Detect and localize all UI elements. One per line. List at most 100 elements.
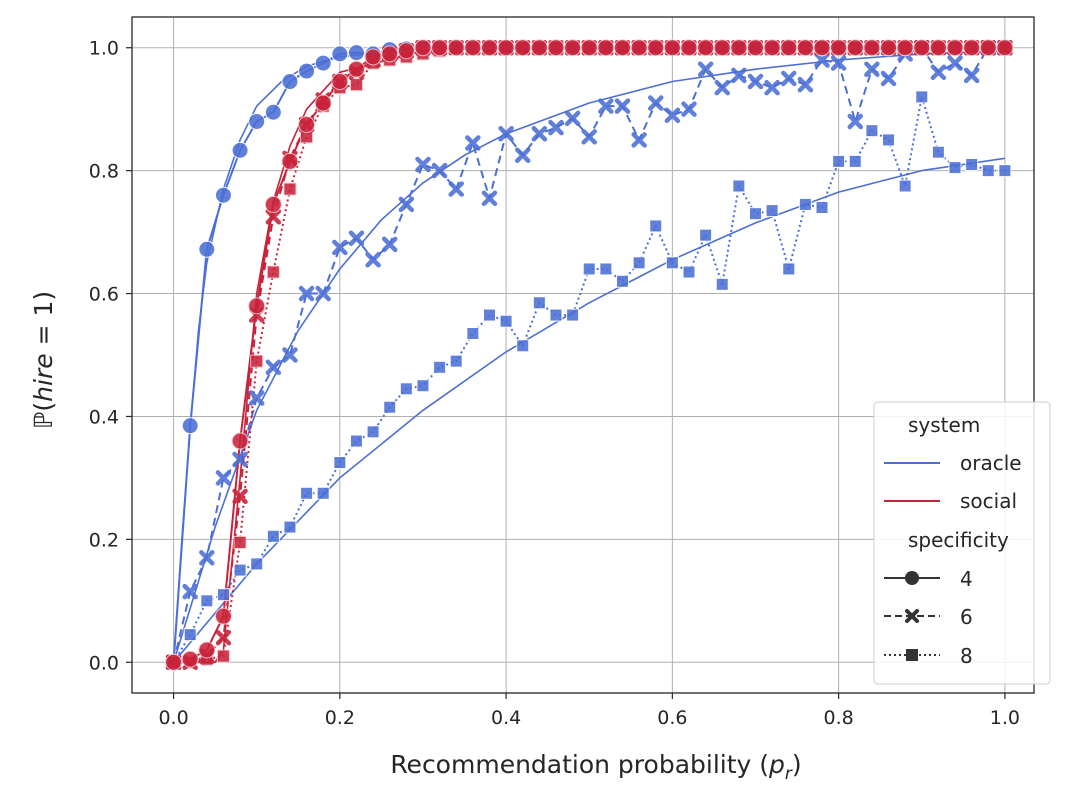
oracle-8-point: [682, 265, 696, 279]
social-4-point: [331, 73, 349, 91]
oracle-8-point: [566, 308, 580, 322]
grid: [132, 17, 1034, 693]
oracle-8-point: [216, 588, 230, 602]
legend: system oracle social specificity 4 6 8: [873, 401, 1051, 685]
oracle-4-point: [214, 186, 232, 204]
social-4-point: [447, 39, 465, 57]
social-4-point: [863, 39, 881, 57]
oracle-8-point: [915, 90, 929, 104]
oracle-6-point: [381, 236, 398, 253]
social-4-point: [697, 39, 715, 57]
oracle-4-point: [231, 141, 249, 159]
oracle-6-point: [282, 347, 298, 363]
oracle-4-point: [331, 45, 349, 63]
social-4-point: [929, 39, 947, 57]
y-tick-label: 1.0: [89, 38, 119, 60]
oracle-8-point: [366, 425, 380, 439]
oracle-8-point: [782, 262, 796, 276]
oracle-6-point: [315, 285, 331, 302]
oracle-4-point: [347, 44, 365, 62]
social-8-point: [216, 649, 230, 663]
social-4-point: [480, 39, 498, 57]
oracle-8-point: [615, 274, 629, 288]
social-4-point: [281, 152, 299, 170]
oracle-8-point: [516, 339, 530, 353]
oracle-4-point: [181, 417, 199, 435]
legend-label-oracle: oracle: [960, 451, 1022, 475]
social-4-point: [364, 48, 382, 66]
legend-marker-circle: [905, 571, 919, 585]
social-4-point: [613, 39, 631, 57]
oracle-6-point: [248, 390, 265, 406]
oracle-4-point: [314, 54, 332, 72]
oracle-8-point: [998, 164, 1012, 178]
oracle-8-point: [549, 308, 563, 322]
social-4-point: [963, 39, 981, 57]
plot-frame: [131, 16, 1035, 694]
social-4-point: [713, 39, 731, 57]
oracle-4-point: [264, 103, 282, 121]
social-4-point: [730, 39, 748, 57]
oracle-8-point: [449, 354, 463, 368]
oracle-8-point: [532, 296, 546, 310]
oracle-6-point: [731, 67, 747, 84]
social-4-point: [813, 39, 831, 57]
oracle-6-point: [598, 98, 614, 114]
oracle-6-point: [564, 110, 581, 127]
oracle-6-fit-curve: [172, 50, 1005, 663]
social-4-point: [214, 607, 232, 625]
oracle-6-point: [614, 98, 631, 114]
social-4-point: [663, 39, 681, 57]
social-6-point: [232, 488, 248, 505]
oracle-6-point: [830, 55, 847, 71]
x-tick-label: 1.0: [990, 707, 1020, 729]
oracle-8-point: [183, 628, 197, 642]
y-tick-label: 0.6: [89, 284, 119, 306]
social-4-point: [264, 195, 282, 213]
oracle-6-point: [332, 239, 348, 256]
social-4-point: [647, 39, 665, 57]
oracle-6-point: [880, 70, 897, 87]
legend-label-social: social: [960, 489, 1017, 513]
social-4-point: [680, 39, 698, 57]
oracle-6-point: [199, 550, 215, 566]
oracle-8-point: [250, 557, 264, 571]
oracle-6-point: [681, 101, 697, 117]
y-tick-label: 0.0: [89, 652, 119, 674]
oracle-8-point: [699, 228, 713, 242]
oracle-4-point: [248, 112, 266, 130]
oracle-4-point: [281, 73, 299, 91]
oracle-8-point: [965, 157, 979, 171]
oracle-8-point: [931, 145, 945, 159]
axis-ticks: 0.0 0.2 0.4 0.6 0.8 1.0 0.0 0.2 0.4 0.6 0.8 1.0: [89, 38, 1020, 729]
social-4-point: [630, 39, 648, 57]
social-4-point: [830, 39, 848, 57]
social-4-point: [763, 39, 781, 57]
oracle-8-point: [848, 154, 862, 168]
social-4-point: [414, 39, 432, 57]
y-tick-label: 0.4: [89, 406, 119, 428]
oracle-8-point: [482, 308, 496, 322]
social-4-point: [514, 39, 532, 57]
oracle-8-point: [798, 197, 812, 211]
social-4-point: [564, 39, 582, 57]
oracle-6-point: [947, 55, 963, 71]
social-4-point: [198, 641, 216, 659]
oracle-8-point: [200, 594, 214, 608]
social-4-point: [747, 39, 765, 57]
x-tick-label: 0.4: [491, 707, 521, 729]
oracle-6-point: [631, 132, 647, 148]
oracle-8-point: [649, 219, 663, 233]
oracle-6-point: [847, 113, 864, 130]
social-4-point: [780, 39, 798, 57]
oracle-8-point: [832, 154, 846, 168]
social-6-point: [265, 208, 282, 225]
social-4-point: [846, 39, 864, 57]
x-axis-title: Recommendation probability (pr): [390, 750, 801, 784]
oracle-8-point: [981, 164, 995, 178]
social-8-point: [283, 182, 297, 196]
oracle-6-point: [781, 70, 797, 87]
oracle-8-point: [582, 262, 596, 276]
oracle-8-point: [283, 520, 297, 534]
oracle-8-fit-curve: [172, 157, 1006, 663]
